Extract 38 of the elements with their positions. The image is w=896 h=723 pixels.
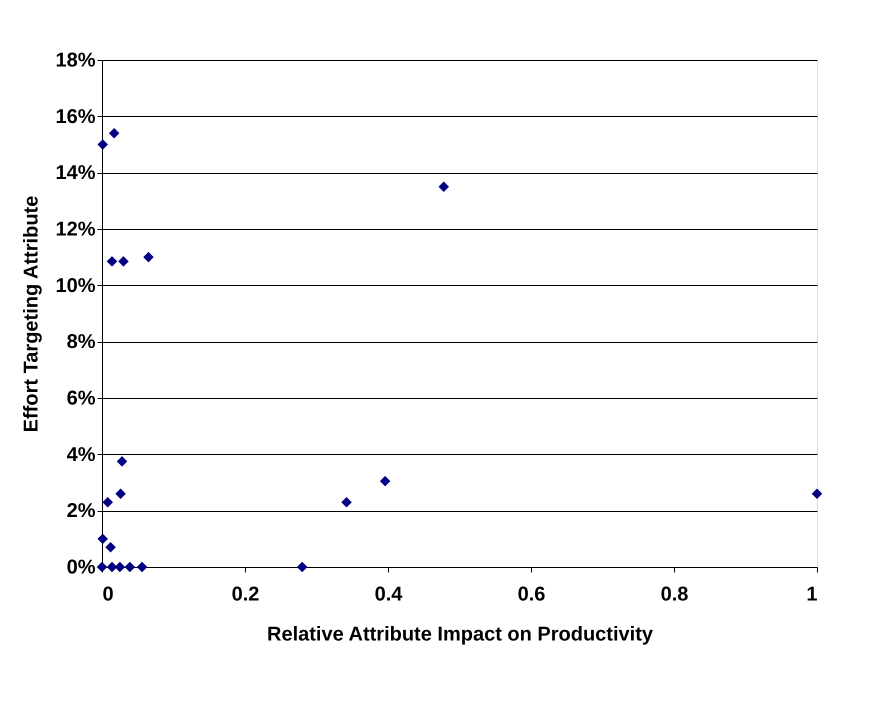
point <box>341 496 352 508</box>
point <box>97 534 108 544</box>
y-tick-label: 2% <box>66 500 96 522</box>
y-tick-label: 10% <box>55 274 96 297</box>
y-tick-label: 0% <box>66 556 96 578</box>
x-axis-title: Relative Attribute Impact on Productivity <box>267 624 654 646</box>
point <box>124 562 136 572</box>
point <box>116 456 128 467</box>
x-tick-label: 1 <box>806 584 818 606</box>
x-tick-label: 0.6 <box>518 584 546 606</box>
point <box>114 562 126 572</box>
y-tick-label: 4% <box>66 444 96 466</box>
point <box>106 562 118 572</box>
point <box>97 139 108 150</box>
point <box>102 496 113 508</box>
y-tick-label: 6% <box>66 388 96 410</box>
point <box>115 488 126 500</box>
point <box>143 252 154 262</box>
x-tick-label: 0 <box>102 584 114 606</box>
point <box>438 182 450 192</box>
y-tick-label: 12% <box>55 218 96 240</box>
y-tick-label: 8% <box>66 331 96 354</box>
point <box>108 128 120 138</box>
y-tick-label: 16% <box>55 106 96 128</box>
point <box>812 488 822 500</box>
y-axis-title: Effort Targeting Attribute <box>20 196 42 432</box>
x-tick-label: 0.2 <box>232 584 260 606</box>
point <box>105 542 116 553</box>
y-tick-label: 14% <box>55 162 96 184</box>
x-tick-label: 0.4 <box>374 584 404 606</box>
x-tick-label: 0.8 <box>660 584 688 606</box>
point <box>118 256 129 267</box>
point <box>106 256 118 267</box>
point <box>296 562 308 572</box>
point <box>96 562 108 572</box>
point <box>380 476 390 486</box>
y-tick-label: 18% <box>55 50 96 72</box>
point <box>136 562 148 572</box>
